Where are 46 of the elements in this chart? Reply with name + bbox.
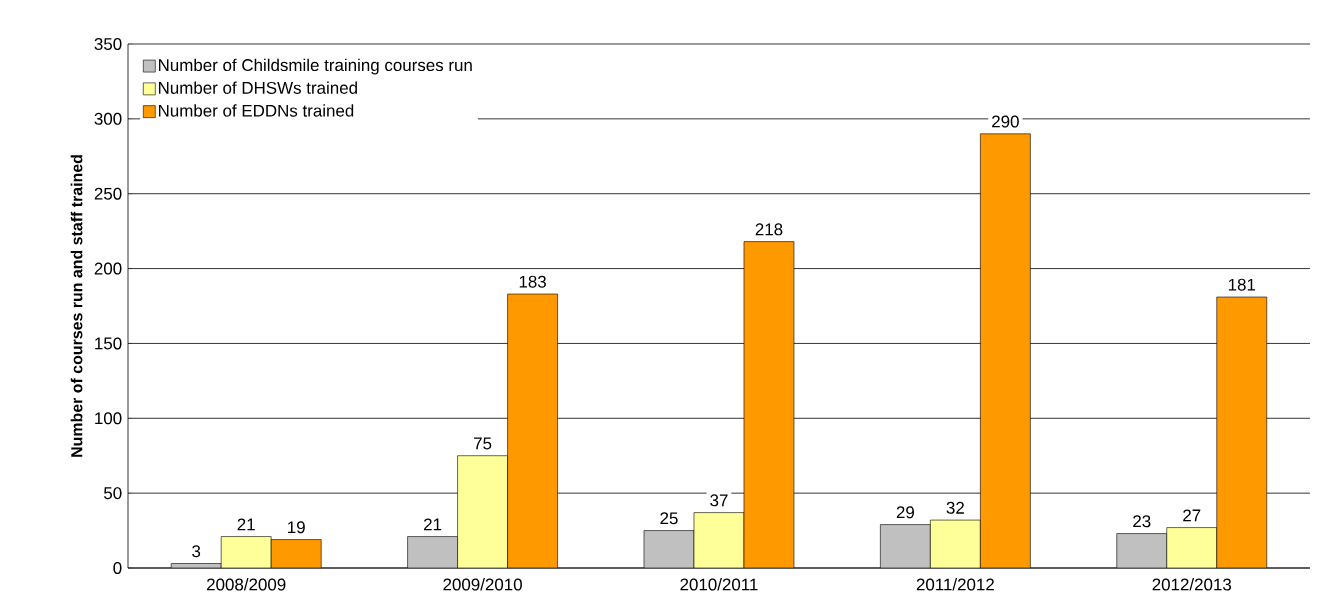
y-tick-label: 0: [113, 562, 122, 574]
y-tick-label: 150: [95, 337, 122, 350]
y-tick-label: 100: [95, 412, 122, 425]
bar: [507, 294, 558, 568]
data-label: 3: [192, 545, 201, 558]
legend-label: Number of DHSWs trained: [158, 81, 357, 94]
bar: [980, 133, 1031, 568]
y-tick-label: 350: [94, 38, 122, 50]
data-label: 183: [519, 275, 546, 288]
bar: [930, 519, 981, 568]
bar: [1166, 527, 1218, 568]
data-label: 29: [896, 506, 914, 519]
x-tick-label: 2010/2011: [680, 578, 758, 591]
data-label: 32: [946, 501, 964, 514]
x-tick-label: 2009/2010: [443, 578, 522, 591]
data-label: 218: [755, 223, 783, 236]
data-label: 21: [237, 518, 255, 531]
y-tick-label: 300: [94, 112, 122, 125]
data-label: 21: [424, 518, 442, 531]
bar: [1116, 533, 1168, 568]
data-label: 25: [660, 512, 678, 525]
data-label: 75: [474, 437, 492, 450]
bar: [1216, 296, 1268, 568]
data-label: 37: [710, 494, 728, 507]
bar: [693, 512, 745, 568]
x-tick-label: 2008/2009: [207, 578, 286, 591]
y-tick-label: 200: [94, 262, 122, 275]
x-tick-label: 2011/2012: [916, 578, 994, 591]
bar: [880, 524, 931, 568]
data-label: 23: [1133, 515, 1151, 528]
bar: [457, 455, 508, 568]
legend-label: Number of Childsmile training courses run: [158, 58, 472, 75]
y-axis-title: Number of courses run and staff trained: [70, 155, 83, 457]
bar: [270, 539, 322, 568]
bar: [220, 536, 272, 568]
data-label: 290: [992, 115, 1019, 128]
x-tick-label: 2012/2013: [1152, 578, 1232, 591]
data-label: 27: [1183, 509, 1201, 522]
y-tick-label: 50: [103, 487, 122, 500]
bar: [743, 241, 795, 568]
data-label: 19: [288, 521, 305, 534]
bar: [407, 536, 458, 568]
bar: [643, 530, 695, 568]
data-label: 181: [1228, 278, 1256, 291]
legend-label: Number of EDDNs trained: [158, 104, 354, 117]
y-tick-label: 250: [94, 187, 122, 200]
